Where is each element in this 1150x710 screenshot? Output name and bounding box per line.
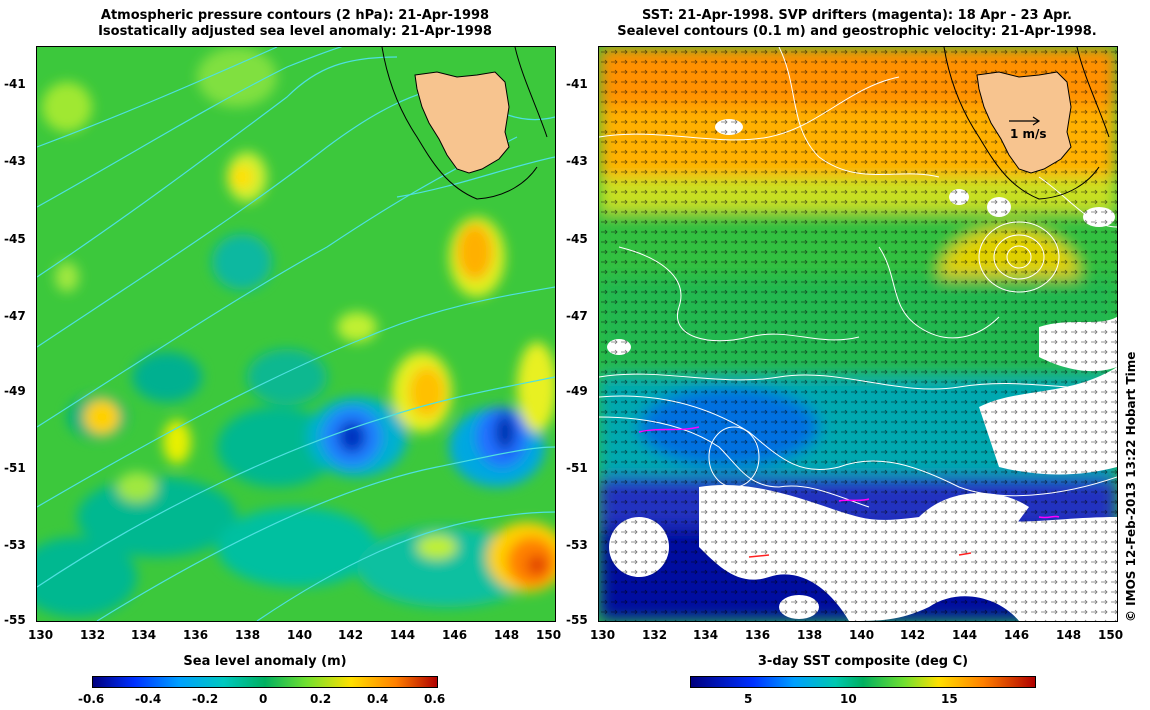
isobath-line: [381, 47, 538, 200]
sea-level-anomaly-canvas: [37, 47, 555, 621]
scale-arrow-label: 1 m/s: [1010, 127, 1047, 141]
sea-level-anomaly-map: [36, 46, 556, 622]
left-title-line1: Atmospheric pressure contours (2 hPa): 2…: [100, 8, 490, 23]
lon-tick: 150: [536, 628, 562, 642]
lat-tick: -43: [566, 154, 588, 168]
colorbar-tick: 10: [840, 692, 857, 706]
colorbar-tick: 0.2: [310, 692, 332, 706]
lat-tick: -55: [566, 613, 588, 627]
lon-tick: 134: [131, 628, 157, 642]
left-panel-title: Atmospheric pressure contours (2 hPa): 2…: [36, 8, 554, 40]
lon-tick: 136: [745, 628, 771, 642]
pressure-contours: [37, 47, 555, 621]
velocity-scale-arrow: 1 m/s: [1009, 116, 1047, 141]
lon-tick: 132: [642, 628, 668, 642]
colorbar-tick: 5: [744, 692, 753, 706]
sst-canvas: 1 m/s: [599, 47, 1117, 621]
credit-text: © IMOS 12-Feb-2013 13:22 Hobart Time: [1124, 351, 1138, 622]
lat-tick: -49: [4, 384, 26, 398]
lon-tick: 140: [287, 628, 313, 642]
lon-tick: 142: [900, 628, 926, 642]
lat-tick: -43: [4, 154, 26, 168]
lon-tick: 130: [28, 628, 54, 642]
right-title-line1: SST: 21-Apr-1998. SVP drifters (magenta)…: [642, 8, 1072, 23]
left-title-line2: Isostatically adjusted sea level anomaly…: [98, 24, 492, 39]
lon-tick: 130: [590, 628, 616, 642]
colorbar-tick: -0.2: [192, 692, 219, 706]
lat-tick: -49: [566, 384, 588, 398]
lon-tick: 148: [494, 628, 520, 642]
right-panel-title: SST: 21-Apr-1998. SVP drifters (magenta)…: [598, 8, 1116, 40]
svp-drifter-tracks: [638, 426, 1060, 519]
lon-tick: 146: [442, 628, 468, 642]
lon-tick: 138: [797, 628, 823, 642]
lon-tick: 146: [1004, 628, 1030, 642]
sealevel-contours: [599, 47, 1117, 508]
right-title-line2: Sealevel contours (0.1 m) and geostrophi…: [617, 24, 1097, 39]
lat-tick: -55: [4, 613, 26, 627]
colorbar-tick: 0.4: [367, 692, 389, 706]
lat-tick: -41: [566, 77, 588, 91]
sea-level-colorbar: [92, 676, 438, 688]
lat-tick: -47: [566, 309, 588, 323]
lat-tick: -53: [566, 538, 588, 552]
lat-tick: -45: [4, 232, 26, 246]
lat-tick: -41: [4, 77, 26, 91]
colorbar-tick: -0.6: [78, 692, 105, 706]
drifter-positions: [748, 552, 972, 558]
lon-tick: 140: [849, 628, 875, 642]
lon-tick: 148: [1056, 628, 1082, 642]
lon-tick: 138: [235, 628, 261, 642]
isobath-line: [943, 47, 1100, 200]
lat-tick: -45: [566, 232, 588, 246]
colorbar-tick: 15: [941, 692, 958, 706]
lon-tick: 132: [80, 628, 106, 642]
colorbar-tick: -0.4: [135, 692, 162, 706]
lon-tick: 142: [338, 628, 364, 642]
tasmania-land: [414, 71, 510, 174]
lon-tick: 144: [952, 628, 978, 642]
lon-tick: 144: [390, 628, 416, 642]
anomaly-blobs: [37, 47, 555, 617]
isobath-line-east: [1076, 47, 1110, 138]
left-colorbar-label: Sea level anomaly (m): [183, 654, 347, 669]
sst-colorbar: [690, 676, 1036, 688]
lat-tick: -53: [4, 538, 26, 552]
isobath-line-east: [514, 47, 548, 138]
lat-tick: -47: [4, 309, 26, 323]
lat-tick: -51: [566, 461, 588, 475]
sst-map: 1 m/s: [598, 46, 1118, 622]
lat-tick: -51: [4, 461, 26, 475]
colorbar-tick: 0: [259, 692, 268, 706]
lon-tick: 150: [1098, 628, 1124, 642]
right-colorbar-label: 3-day SST composite (deg C): [757, 654, 969, 669]
lon-tick: 134: [693, 628, 719, 642]
tasmania-land: [976, 71, 1072, 174]
colorbar-tick: 0.6: [424, 692, 446, 706]
lon-tick: 136: [183, 628, 209, 642]
